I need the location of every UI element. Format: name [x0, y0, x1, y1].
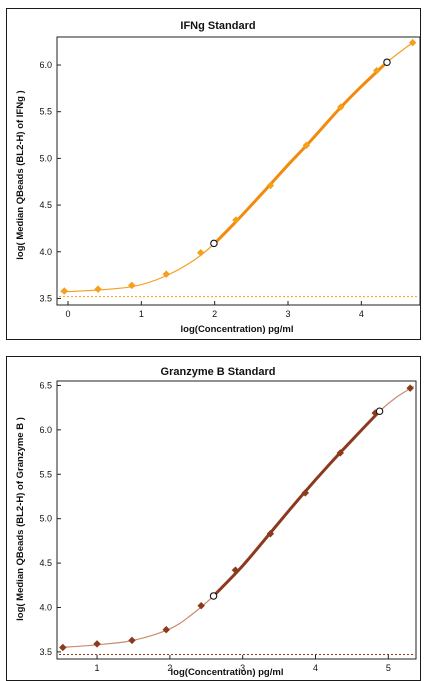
data-point — [266, 181, 275, 190]
y-tick-label: 3.5 — [39, 647, 52, 657]
x-axis-label: log(Concentration) pg/ml — [171, 667, 284, 678]
granzyme-b-standard-chart: Granzyme B Standard log(Concentration) p… — [6, 356, 421, 681]
x-axis-label: log(Concentration) pg/ml — [181, 324, 294, 335]
y-tick-label: 4.0 — [39, 602, 52, 612]
data-point — [231, 566, 240, 574]
x-tick-label: 3 — [285, 309, 290, 319]
plot-frame — [56, 380, 417, 660]
data-point — [337, 103, 345, 111]
data-point — [94, 285, 102, 293]
x-tick-label: 1 — [95, 663, 100, 673]
y-tick-label: 4.5 — [39, 200, 52, 210]
y-tick-label: 5.5 — [39, 469, 52, 479]
data-point — [60, 287, 69, 295]
y-tick-label: 5.0 — [39, 153, 52, 163]
chart-title: IFNg Standard — [180, 20, 255, 32]
y-tick-label: 6.0 — [39, 60, 52, 70]
plot-frame — [56, 36, 420, 306]
x-tick-label: 2 — [167, 663, 172, 673]
data-point — [232, 216, 240, 224]
data-point — [197, 601, 205, 610]
y-tick-label: 4.0 — [39, 247, 52, 257]
ifng-standard-chart: IFNg Standard log(Concentration) pg/ml l… — [6, 8, 421, 340]
data-point — [197, 248, 205, 257]
data-point — [128, 636, 136, 645]
data-point — [336, 449, 344, 457]
data-point — [373, 66, 381, 75]
y-axis-label: log( Median QBeads (BL2-H) of Granzyme B… — [15, 417, 26, 621]
y-tick-label: 5.0 — [39, 514, 52, 524]
fit-curve — [60, 385, 415, 649]
y-tick-label: 3.5 — [39, 293, 52, 303]
x-tick-label: 3 — [240, 663, 245, 673]
plot-marks: 0 1 2 3 4 3.5 4.0 4.5 5.0 5.5 6.0 — [39, 38, 418, 319]
x-tick-label: 4 — [359, 309, 364, 319]
plot-marks: 1 2 3 4 5 3.5 4.0 4.5 5.0 5.5 6.0 6.5 — [39, 380, 415, 673]
open-point — [375, 407, 384, 415]
open-point — [210, 239, 218, 248]
fit-curve — [60, 42, 414, 293]
x-tick-label: 4 — [313, 663, 318, 673]
x-tick-label: 0 — [65, 309, 70, 319]
y-tick-label: 4.5 — [39, 558, 52, 568]
y-tick-label: 6.5 — [39, 380, 52, 390]
x-tick-label: 5 — [386, 663, 391, 673]
x-tick-label: 2 — [212, 309, 217, 319]
x-tick-label: 1 — [139, 309, 144, 319]
data-point — [162, 625, 170, 634]
open-point — [209, 592, 218, 600]
open-point — [383, 58, 391, 66]
data-point — [162, 270, 170, 278]
data-point — [93, 640, 101, 648]
ifng-chart-svg: IFNg Standard log(Concentration) pg/ml l… — [15, 20, 420, 335]
data-point — [408, 38, 417, 47]
chart-title: Granzyme B Standard — [161, 366, 276, 378]
data-point — [301, 489, 310, 497]
y-tick-label: 5.5 — [39, 107, 52, 117]
granzyme-chart-svg: Granzyme B Standard log(Concentration) p… — [15, 366, 417, 678]
fit-curve-range — [212, 409, 382, 598]
data-point — [59, 643, 67, 652]
fit-curve-range — [213, 60, 389, 245]
y-axis-label: log( Median QBeads (BL2-H) of IFNg ) — [15, 90, 26, 259]
data-point — [266, 530, 275, 538]
y-tick-label: 6.0 — [39, 425, 52, 435]
data-point — [406, 384, 414, 392]
data-point — [128, 281, 136, 290]
data-point — [302, 141, 311, 150]
